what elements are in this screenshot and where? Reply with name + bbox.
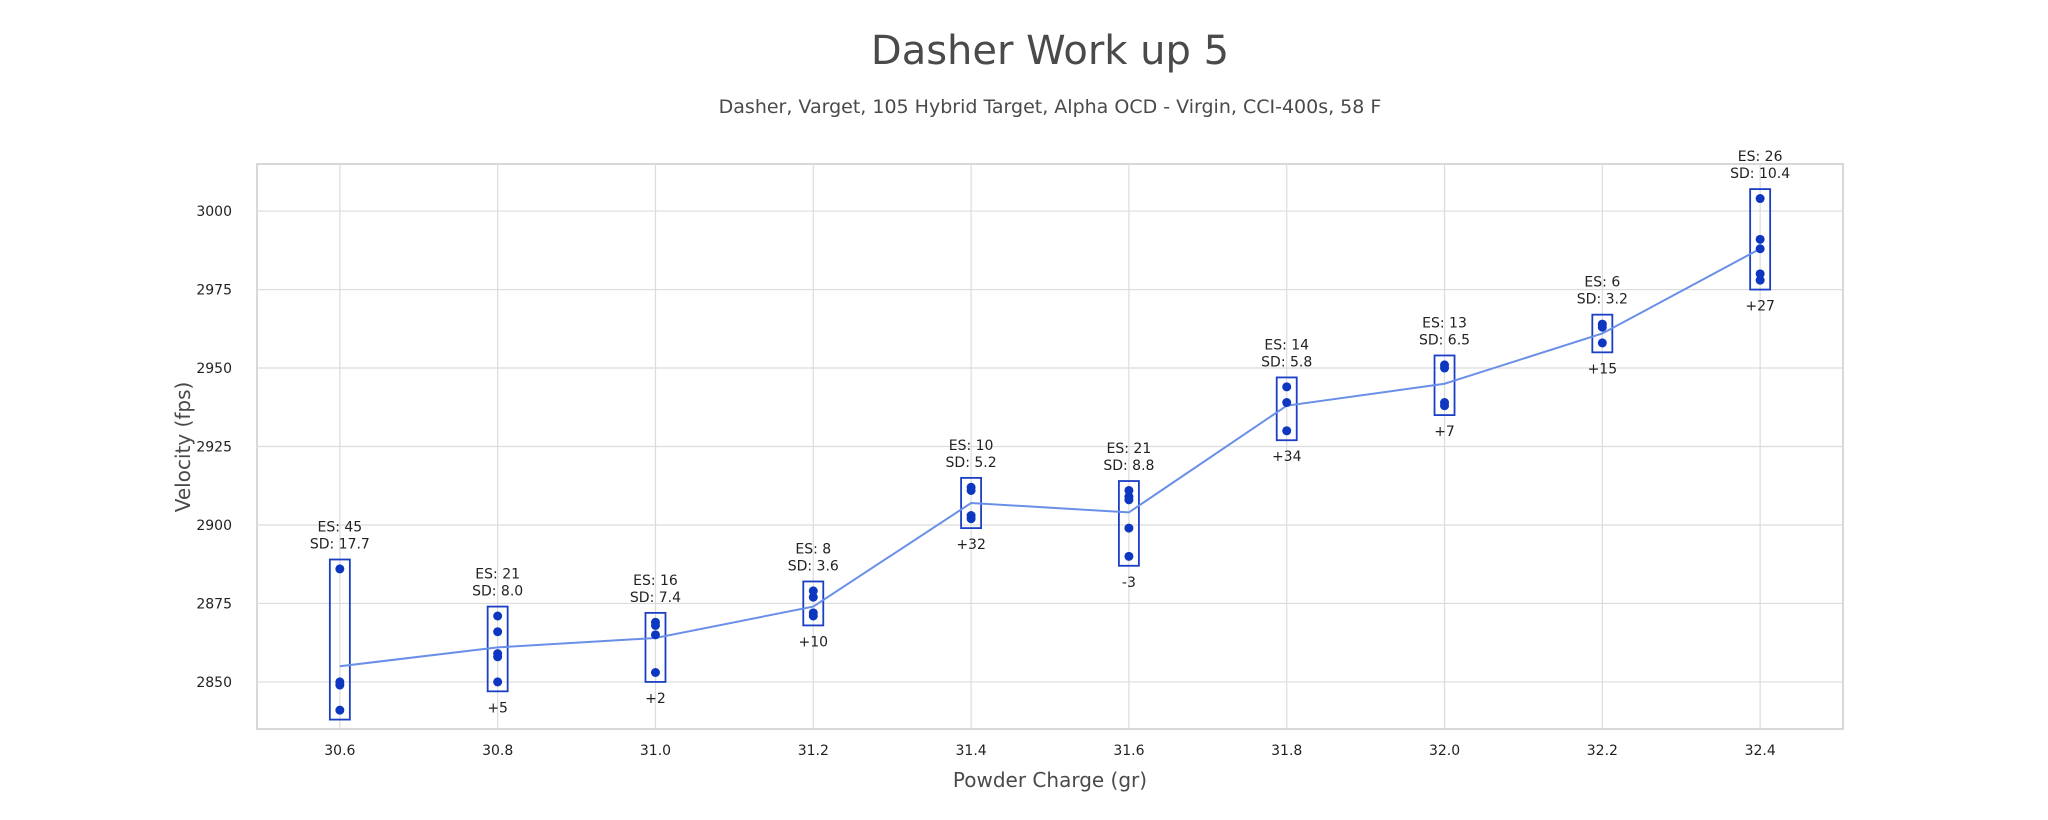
x-tick-label: 30.6 xyxy=(324,743,355,759)
es-label: ES: 6 xyxy=(1584,275,1620,291)
shot-point xyxy=(1124,551,1134,561)
y-tick-label: 2850 xyxy=(196,675,232,691)
shot-point xyxy=(1440,363,1450,373)
shot-point xyxy=(650,630,660,640)
y-tick-label: 2900 xyxy=(196,518,232,534)
shot-point xyxy=(1282,398,1292,408)
sd-label: SD: 3.6 xyxy=(788,558,839,574)
range-box xyxy=(802,580,825,627)
shot-point xyxy=(493,677,503,687)
shot-point xyxy=(493,627,503,637)
y-axis-label: Velocity (fps) xyxy=(171,382,195,513)
shot-point xyxy=(1124,485,1134,495)
y-tick-label: 2925 xyxy=(196,440,232,456)
sd-label: SD: 5.2 xyxy=(946,455,997,471)
shot-point xyxy=(1755,234,1765,244)
shot-point xyxy=(1755,269,1765,279)
es-label: ES: 16 xyxy=(633,573,678,589)
shot-point xyxy=(1124,523,1134,533)
range-box xyxy=(1591,313,1614,354)
sd-label: SD: 10.4 xyxy=(1730,166,1790,182)
shot-point xyxy=(1755,194,1765,204)
delta-label: +2 xyxy=(645,691,666,707)
x-tick-label: 30.8 xyxy=(482,743,513,759)
shot-point xyxy=(1282,382,1292,392)
chart-subtitle: Dasher, Varget, 105 Hybrid Target, Alpha… xyxy=(719,96,1382,118)
y-tick-label: 2950 xyxy=(196,361,232,377)
y-tick-label: 2975 xyxy=(196,283,232,299)
delta-label: +15 xyxy=(1588,361,1618,377)
delta-label: +27 xyxy=(1745,299,1775,315)
x-tick-label: 31.4 xyxy=(956,743,987,759)
sd-label: SD: 3.2 xyxy=(1577,292,1628,308)
delta-label: +7 xyxy=(1434,424,1455,440)
x-tick-label: 32.0 xyxy=(1429,743,1460,759)
es-label: ES: 21 xyxy=(1107,441,1152,457)
x-tick-label: 32.2 xyxy=(1587,743,1618,759)
shot-point xyxy=(1755,244,1765,254)
es-label: ES: 45 xyxy=(317,520,362,536)
shot-point xyxy=(1282,426,1292,436)
es-label: ES: 13 xyxy=(1422,315,1467,331)
shot-point xyxy=(966,514,976,524)
shot-point xyxy=(335,705,345,715)
x-tick-label: 31.8 xyxy=(1271,743,1302,759)
range-box xyxy=(328,558,351,721)
es-label: ES: 26 xyxy=(1738,149,1783,165)
sd-label: SD: 8.0 xyxy=(472,584,523,600)
sd-label: SD: 8.8 xyxy=(1103,458,1154,474)
mean-velocity-line xyxy=(339,247,1761,668)
delta-label: +32 xyxy=(956,537,986,553)
es-label: ES: 21 xyxy=(475,567,520,583)
shot-point xyxy=(1755,275,1765,285)
shot-point xyxy=(808,586,818,596)
shot-point xyxy=(335,680,345,690)
x-axis-label: Powder Charge (gr) xyxy=(953,768,1147,792)
range-box xyxy=(1749,188,1772,291)
delta-label: +5 xyxy=(487,700,508,716)
shot-point xyxy=(650,668,660,677)
plot-area: 2850 2875 2900 2925 2950 2975 3000 30.6 30.8 31.0… xyxy=(196,149,1844,759)
shot-point xyxy=(1124,495,1134,505)
sd-label: SD: 7.4 xyxy=(630,590,681,606)
sd-label: SD: 17.7 xyxy=(310,537,370,553)
shot-point xyxy=(493,652,503,662)
es-label: ES: 10 xyxy=(949,438,994,454)
range-box xyxy=(1275,376,1298,442)
range-box xyxy=(1118,480,1140,567)
sd-label: SD: 6.5 xyxy=(1419,332,1470,348)
shot-point xyxy=(1597,322,1607,332)
es-label: ES: 8 xyxy=(795,541,831,557)
delta-label: -3 xyxy=(1122,575,1136,591)
x-tick-label: 31.0 xyxy=(640,743,671,759)
shot-point xyxy=(650,620,660,630)
shot-point xyxy=(493,611,503,621)
delta-label: +10 xyxy=(799,634,829,650)
shot-point xyxy=(966,485,976,495)
shot-point xyxy=(808,611,818,621)
chart-title: Dasher Work up 5 xyxy=(871,28,1229,74)
x-tick-label: 32.4 xyxy=(1745,743,1776,759)
sd-label: SD: 5.8 xyxy=(1261,354,1312,370)
x-tick-label: 31.6 xyxy=(1113,743,1144,759)
shot-point xyxy=(335,564,345,574)
es-label: ES: 14 xyxy=(1264,337,1309,353)
y-tick-label: 3000 xyxy=(196,204,232,220)
shot-point xyxy=(1597,338,1607,348)
delta-label: +34 xyxy=(1272,449,1302,465)
shot-point xyxy=(808,592,818,602)
x-tick-label: 31.2 xyxy=(798,743,829,759)
shot-point xyxy=(1440,401,1450,411)
y-tick-label: 2875 xyxy=(196,596,232,612)
range-box xyxy=(644,611,667,683)
